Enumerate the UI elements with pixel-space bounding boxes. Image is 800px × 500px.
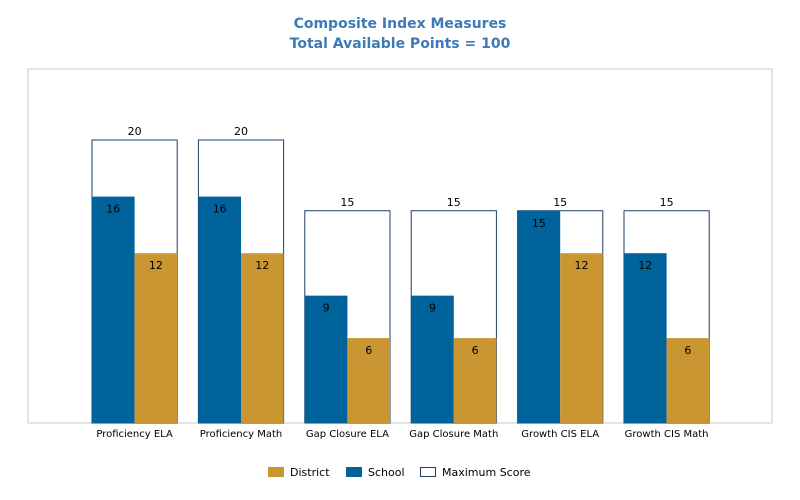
bar-district-growth-cis-ela xyxy=(560,253,603,423)
label-school-proficiency-ela: 16 xyxy=(106,203,120,216)
label-maximum-gap-closure-ela: 15 xyxy=(340,196,354,209)
legend-label-school: School xyxy=(368,465,405,479)
bar-district-growth-cis-math xyxy=(666,338,710,423)
label-school-growth-cis-ela: 15 xyxy=(532,217,546,230)
chart-legend: District School Maximum Score xyxy=(0,464,800,480)
label-district-growth-cis-ela: 12 xyxy=(575,259,589,272)
tick-label-growth-cis-ela: Growth CIS ELA xyxy=(521,429,599,440)
chart-subtitle: Total Available Points = 100 xyxy=(289,36,511,52)
bar-district-proficiency-math xyxy=(241,253,284,423)
label-maximum-gap-closure-math: 15 xyxy=(447,196,461,209)
label-district-gap-closure-math: 6 xyxy=(472,344,479,357)
tick-label-gap-closure-math: Gap Closure Math xyxy=(409,429,498,440)
legend-item-district: District xyxy=(268,464,330,480)
legend-label-district: District xyxy=(290,465,330,479)
tick-label-proficiency-math: Proficiency Math xyxy=(200,429,283,440)
label-school-growth-cis-math: 12 xyxy=(638,259,652,272)
plot-area-frame xyxy=(27,68,773,424)
legend-swatch-maximum xyxy=(420,467,436,477)
tick-label-gap-closure-ela: Gap Closure ELA xyxy=(306,429,389,440)
label-school-gap-closure-math: 9 xyxy=(429,302,436,315)
label-district-growth-cis-math: 6 xyxy=(684,344,691,357)
tick-label-growth-cis-math: Growth CIS Math xyxy=(625,429,709,440)
tick-label-proficiency-ela: Proficiency ELA xyxy=(96,429,173,440)
bar-district-proficiency-ela xyxy=(134,253,178,423)
bar-chart: 20 16 12 Proficiency ELA 20 16 12 Proficiency M… xyxy=(27,68,773,440)
chart-title: Composite Index Measures xyxy=(293,16,507,32)
label-district-proficiency-ela: 12 xyxy=(149,259,163,272)
bar-school-growth-cis-math xyxy=(624,253,667,423)
legend-label-maximum: Maximum Score xyxy=(442,465,531,479)
bar-school-gap-closure-ela xyxy=(304,295,348,423)
label-maximum-growth-cis-ela: 15 xyxy=(553,196,567,209)
legend-item-school: School xyxy=(346,464,405,480)
legend-swatch-district xyxy=(268,467,284,477)
legend-item-maximum: Maximum Score xyxy=(420,464,531,480)
bar-school-proficiency-math xyxy=(198,196,241,423)
label-maximum-proficiency-math: 20 xyxy=(234,125,248,138)
bar-school-gap-closure-math xyxy=(411,295,454,423)
label-school-gap-closure-ela: 9 xyxy=(323,302,330,315)
bar-district-gap-closure-ela xyxy=(347,338,390,423)
bar-school-growth-cis-ela xyxy=(517,210,561,423)
bar-district-gap-closure-math xyxy=(453,338,497,423)
legend-swatch-school xyxy=(346,467,362,477)
label-maximum-proficiency-ela: 20 xyxy=(128,125,142,138)
label-district-proficiency-math: 12 xyxy=(255,259,269,272)
label-maximum-growth-cis-math: 15 xyxy=(660,196,674,209)
label-school-proficiency-math: 16 xyxy=(213,203,227,216)
bar-school-proficiency-ela xyxy=(92,196,135,423)
label-district-gap-closure-ela: 6 xyxy=(365,344,372,357)
